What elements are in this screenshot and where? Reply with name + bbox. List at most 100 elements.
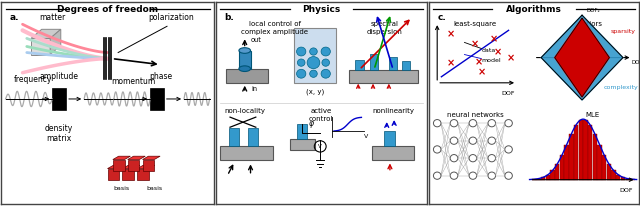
Bar bbox=[532, 179, 536, 180]
Text: basis: basis bbox=[146, 186, 163, 191]
Text: ×: × bbox=[490, 34, 499, 44]
Text: ×: × bbox=[475, 57, 483, 67]
Text: density
matrix: density matrix bbox=[45, 124, 73, 143]
Polygon shape bbox=[31, 38, 50, 55]
Bar bbox=[555, 164, 559, 180]
Text: ×: × bbox=[508, 53, 515, 63]
Text: in: in bbox=[251, 86, 257, 92]
Circle shape bbox=[310, 48, 317, 55]
Text: $\varphi$: $\varphi$ bbox=[308, 119, 316, 130]
Bar bbox=[616, 175, 621, 180]
Polygon shape bbox=[122, 165, 140, 169]
Bar bbox=[150, 88, 164, 110]
Polygon shape bbox=[113, 156, 131, 159]
Text: Degrees of freedom: Degrees of freedom bbox=[57, 5, 158, 14]
Text: neural networks: neural networks bbox=[447, 112, 503, 118]
Bar bbox=[294, 28, 336, 83]
Bar bbox=[541, 177, 545, 180]
Text: a.: a. bbox=[10, 13, 19, 22]
Bar bbox=[607, 164, 611, 180]
Bar bbox=[239, 50, 250, 69]
Text: DOF₁: DOF₁ bbox=[632, 60, 640, 65]
Circle shape bbox=[321, 69, 330, 78]
Bar bbox=[290, 139, 315, 150]
Bar bbox=[574, 125, 578, 180]
Bar bbox=[546, 175, 550, 180]
Bar bbox=[602, 155, 606, 180]
Bar bbox=[597, 145, 602, 180]
Bar bbox=[372, 146, 414, 159]
Text: ×: × bbox=[447, 58, 455, 68]
Bar bbox=[383, 131, 396, 146]
Bar bbox=[611, 171, 616, 180]
Text: ×: × bbox=[477, 67, 486, 77]
Text: phase: phase bbox=[149, 72, 172, 81]
Bar bbox=[370, 54, 378, 70]
Text: V: V bbox=[318, 144, 322, 149]
Text: DOF₂: DOF₂ bbox=[586, 8, 600, 13]
Circle shape bbox=[296, 47, 306, 56]
Bar bbox=[630, 179, 635, 180]
Bar bbox=[583, 120, 588, 180]
Text: non-locality: non-locality bbox=[225, 108, 266, 114]
Text: amplitude: amplitude bbox=[39, 72, 78, 81]
Text: priors: priors bbox=[582, 21, 602, 27]
Text: ×: × bbox=[471, 40, 479, 50]
Bar bbox=[569, 134, 573, 180]
Polygon shape bbox=[143, 156, 160, 159]
Polygon shape bbox=[541, 15, 623, 100]
Polygon shape bbox=[108, 169, 119, 180]
Text: DOF: DOF bbox=[619, 188, 632, 193]
Bar bbox=[621, 177, 625, 180]
Text: Physics: Physics bbox=[302, 5, 340, 14]
Bar bbox=[229, 128, 239, 146]
Circle shape bbox=[298, 59, 305, 66]
Text: complexity: complexity bbox=[604, 85, 638, 90]
Text: basis: basis bbox=[113, 186, 129, 191]
Bar bbox=[227, 69, 269, 83]
Text: least-square: least-square bbox=[453, 21, 497, 27]
Circle shape bbox=[307, 57, 320, 69]
Text: sparsity: sparsity bbox=[611, 29, 636, 34]
Circle shape bbox=[322, 59, 330, 66]
Polygon shape bbox=[143, 159, 154, 171]
Text: data: data bbox=[481, 48, 495, 53]
Text: nonlinearity: nonlinearity bbox=[372, 108, 414, 114]
Ellipse shape bbox=[239, 66, 250, 71]
Text: local control of
complex amplitude: local control of complex amplitude bbox=[241, 21, 308, 35]
Bar bbox=[349, 70, 419, 83]
Text: frequency: frequency bbox=[14, 75, 52, 84]
Text: DOF: DOF bbox=[501, 91, 515, 96]
Text: (x, y): (x, y) bbox=[306, 89, 324, 95]
Text: ×: × bbox=[494, 48, 502, 57]
Polygon shape bbox=[137, 169, 149, 180]
Bar bbox=[564, 145, 569, 180]
Polygon shape bbox=[113, 159, 125, 171]
Bar bbox=[248, 128, 258, 146]
Polygon shape bbox=[128, 159, 140, 171]
Bar bbox=[560, 155, 564, 180]
Bar bbox=[625, 179, 630, 180]
Text: matter: matter bbox=[39, 13, 65, 22]
Text: out: out bbox=[251, 37, 262, 43]
Bar bbox=[355, 60, 364, 70]
Text: spectral
dispersion: spectral dispersion bbox=[367, 21, 403, 35]
Bar bbox=[389, 57, 397, 70]
Polygon shape bbox=[555, 18, 609, 97]
Bar bbox=[401, 61, 410, 70]
Ellipse shape bbox=[239, 48, 250, 53]
Bar bbox=[536, 179, 541, 180]
Bar bbox=[579, 120, 583, 180]
Text: polarization: polarization bbox=[148, 13, 194, 22]
Text: V: V bbox=[364, 134, 368, 139]
Text: b.: b. bbox=[224, 13, 234, 22]
Bar bbox=[588, 125, 592, 180]
Circle shape bbox=[296, 69, 306, 78]
Polygon shape bbox=[50, 29, 61, 55]
Bar bbox=[593, 134, 597, 180]
Text: MLE: MLE bbox=[586, 112, 600, 118]
Bar bbox=[52, 88, 66, 110]
Polygon shape bbox=[122, 169, 134, 180]
Bar bbox=[220, 146, 273, 159]
Bar bbox=[297, 124, 307, 139]
